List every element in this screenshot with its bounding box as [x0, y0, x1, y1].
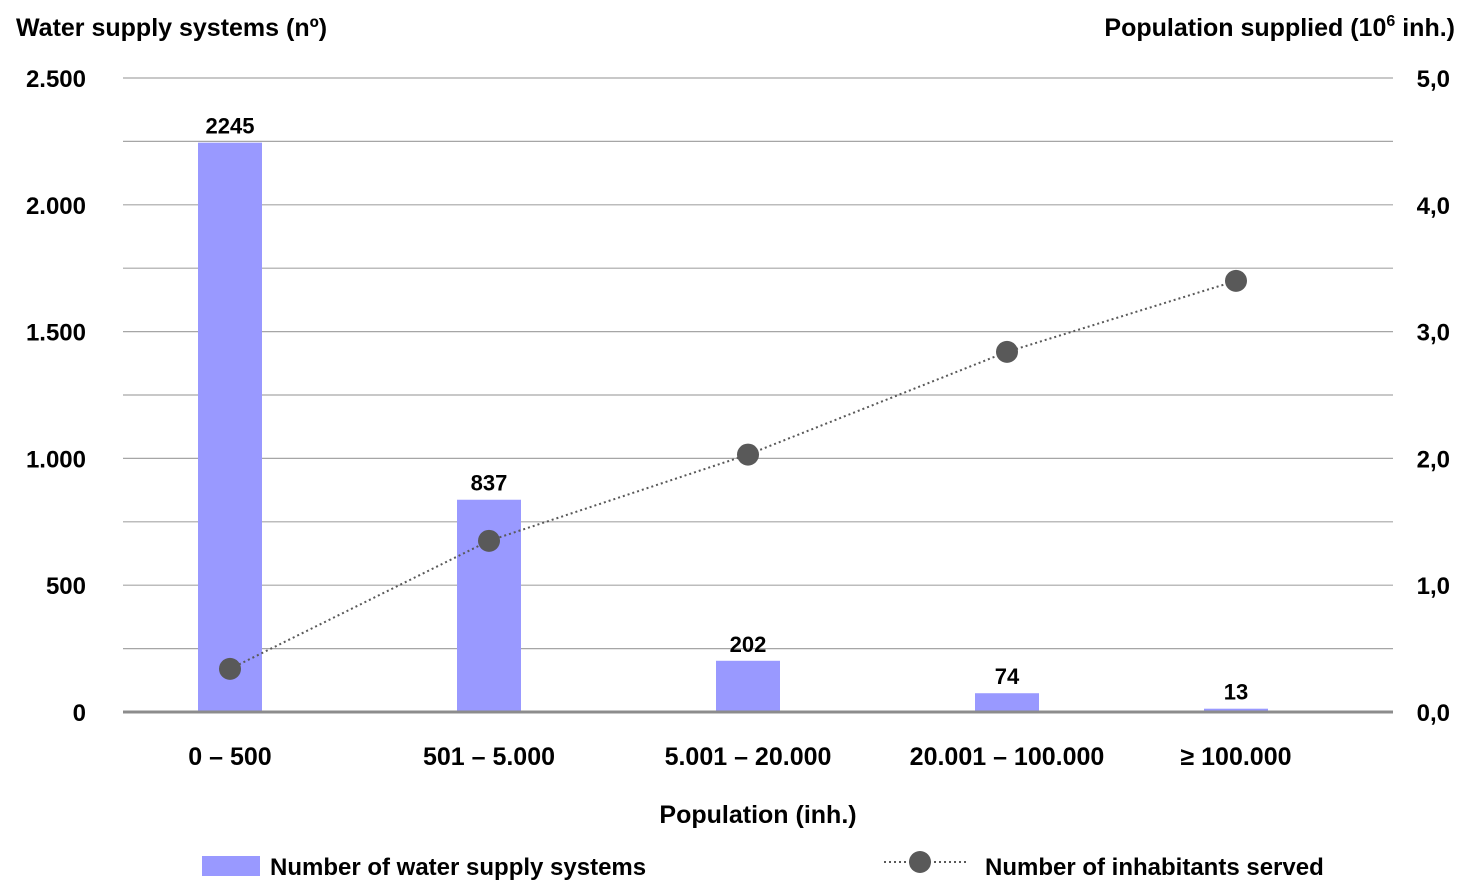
category-label: 20.001 – 100.000	[910, 743, 1105, 771]
x-axis-title: Population (inh.)	[659, 801, 856, 829]
line-point	[737, 443, 759, 466]
right-y-axis-title: Population supplied (106 inh.)	[1104, 13, 1455, 42]
bar	[716, 660, 780, 712]
right-tick-label: 5,0	[1417, 66, 1450, 93]
bar	[975, 693, 1039, 712]
bar	[198, 142, 262, 713]
legend-line-label: Number of inhabitants served	[985, 854, 1324, 880]
left-tick-label: 2.500	[26, 66, 86, 93]
series-line	[229, 279, 1237, 670]
right-tick-label: 2,0	[1417, 446, 1450, 473]
right-tick-label: 1,0	[1417, 573, 1450, 600]
bar-data-labels: 2245 837 202 74 13	[206, 114, 1249, 705]
bar-data-label: 837	[471, 471, 508, 496]
line-series	[219, 269, 1247, 680]
left-tick-label: 0	[73, 700, 86, 727]
left-y-axis-ticks: 0 500 1.000 1.500 2.000 2.500	[26, 66, 86, 727]
line-point	[219, 657, 241, 680]
right-tick-label: 4,0	[1417, 193, 1450, 220]
category-label: 501 – 5.000	[423, 743, 555, 771]
right-tick-label: 3,0	[1417, 320, 1450, 347]
category-label: ≥ 100.000	[1180, 743, 1291, 771]
bar-data-label: 74	[995, 664, 1020, 689]
category-label: 5.001 – 20.000	[665, 743, 832, 771]
left-tick-label: 2.000	[26, 193, 86, 220]
left-tick-label: 1.500	[26, 320, 86, 347]
right-y-axis-ticks: 0,0 1,0 2,0 3,0 4,0 5,0	[1417, 66, 1450, 727]
bar-data-label: 2245	[206, 114, 255, 139]
gridlines	[123, 77, 1393, 650]
bar	[1204, 708, 1268, 712]
category-label: 0 – 500	[188, 743, 271, 771]
left-tick-label: 500	[46, 573, 86, 600]
x-axis-category-labels: 0 – 500 501 – 5.000 5.001 – 20.000 20.001 –…	[188, 743, 1291, 771]
line-point	[1225, 269, 1247, 292]
legend-bar-swatch	[202, 856, 260, 876]
line-point	[996, 340, 1018, 363]
legend-line-marker	[909, 851, 931, 873]
right-tick-label: 0,0	[1417, 700, 1450, 727]
bar-data-label: 202	[730, 632, 767, 657]
legend-bar-label: Number of water supply systems	[270, 854, 646, 880]
legend: Number of water supply systems Number of…	[202, 851, 1324, 880]
left-y-axis-title: Water supply systems (nº)	[16, 14, 327, 42]
line-point	[478, 529, 500, 552]
left-tick-label: 1.000	[26, 446, 86, 473]
bar-data-label: 13	[1224, 680, 1248, 705]
bar-series	[198, 142, 1268, 713]
